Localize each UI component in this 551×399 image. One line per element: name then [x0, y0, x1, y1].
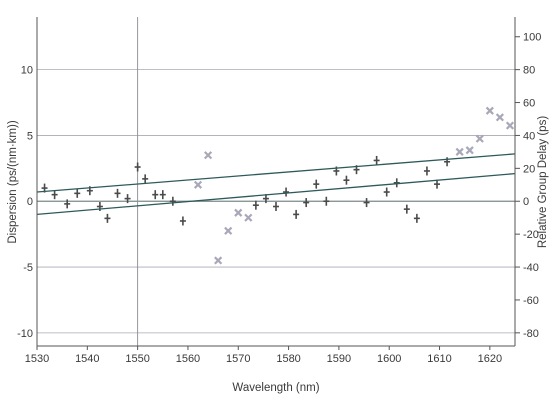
dispersion-point: [114, 188, 121, 198]
y2-tick-label: 80: [523, 65, 535, 77]
y2-tick-label: 100: [523, 32, 541, 44]
dispersion-point: [252, 200, 259, 210]
grid-layer: [37, 17, 515, 346]
y2-tick-label: 60: [523, 98, 535, 110]
dispersion-point: [159, 190, 166, 200]
dispersion-point: [393, 178, 400, 188]
plot-background: [37, 17, 515, 346]
x-tick-label: 1530: [25, 353, 49, 365]
group-delay-point: [234, 208, 243, 217]
series-layer: [36, 106, 516, 265]
dispersion-point: [363, 198, 370, 208]
dispersion-point: [383, 187, 390, 197]
group-delay-point: [244, 213, 253, 222]
group-delay-point: [505, 121, 515, 130]
x-tick-label: 1560: [176, 353, 200, 365]
y2-tick-label: -60: [523, 295, 539, 307]
y2-tick-label: 20: [523, 163, 535, 175]
dispersion-point: [273, 202, 279, 212]
dispersion-point: [74, 188, 81, 198]
group-delay-point: [485, 106, 494, 115]
dispersion-point: [373, 155, 380, 165]
dispersion-point: [142, 174, 149, 184]
trend-line: [36, 172, 516, 216]
y2-tick-label: -80: [523, 328, 539, 340]
x-tick-label: 1540: [75, 353, 99, 365]
x-tick-label: 1620: [478, 353, 502, 365]
dispersion-point: [303, 198, 310, 208]
dispersion-point: [403, 204, 410, 214]
tick-labels: -10 -5 0 5 10 1530 1540 1550 1560 1570 1580 1590 160…: [17, 32, 541, 365]
dispersion-point: [179, 216, 186, 226]
x-tick-label: 1580: [276, 353, 300, 365]
x-tick-label: 1610: [427, 353, 451, 365]
x-tick-label: 1570: [226, 353, 250, 365]
group-delay-point: [465, 146, 474, 155]
x-axis-label: Wavelength (nm): [232, 382, 319, 394]
y2-axis-label: Relative Group Delay (ps): [537, 116, 549, 248]
x-tick-label: 1590: [327, 353, 351, 365]
x-tick-label: 1550: [125, 353, 149, 365]
y2-tick-label: 0: [523, 196, 529, 208]
dispersion-point: [152, 190, 159, 200]
y-axis-label: Dispersion (ps/(nm·km)): [7, 120, 19, 243]
dispersion-point: [283, 187, 290, 197]
dispersion-point: [64, 199, 71, 209]
y-tick-label: 5: [27, 130, 33, 142]
dispersion-point: [51, 190, 58, 200]
dispersion-point: [434, 179, 441, 189]
y-tick-label: -5: [23, 262, 33, 274]
group-delay-point: [475, 134, 484, 143]
dispersion-point: [104, 213, 111, 223]
dispersion-point: [313, 179, 320, 189]
group-delay-point: [203, 151, 213, 160]
dispersion-point: [134, 162, 141, 172]
group-delay-point: [224, 226, 233, 235]
axes-frame: [36, 17, 520, 350]
dispersion-point: [293, 209, 300, 219]
y2-tick-label: -40: [523, 262, 539, 274]
dispersion-point: [124, 194, 131, 204]
group-delay-point: [455, 147, 464, 156]
y-tick-label: -10: [17, 328, 33, 340]
y2-tick-label: -20: [523, 229, 539, 241]
y2-tick-label: 40: [523, 130, 535, 142]
dispersion-point: [262, 194, 269, 204]
dispersion-point: [323, 196, 330, 206]
y-tick-label: 10: [21, 65, 33, 77]
dispersion-point: [413, 213, 420, 223]
group-delay-point: [495, 113, 504, 122]
y-tick-label: 0: [27, 196, 33, 208]
dispersion-point: [423, 166, 430, 176]
group-delay-point: [214, 256, 223, 265]
group-delay-point: [193, 180, 203, 189]
dispersion-point: [169, 196, 176, 206]
x-tick-label: 1600: [377, 353, 401, 365]
dispersion-point: [343, 175, 350, 185]
trend-line: [36, 153, 516, 193]
